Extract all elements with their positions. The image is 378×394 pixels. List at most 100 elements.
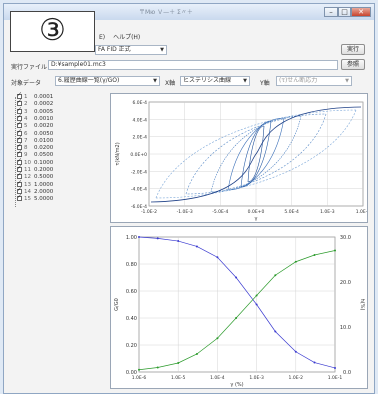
series-checkbox[interactable] bbox=[17, 193, 22, 202]
series-value: 0.2000 bbox=[34, 167, 54, 173]
y-tick-label: -2.0E-4 bbox=[131, 169, 147, 175]
x-tick-label: 1.0E-2 bbox=[289, 375, 304, 381]
series-number: 15 bbox=[24, 196, 31, 203]
y-tick-label: 2.0E-4 bbox=[133, 135, 148, 141]
series-number: 5 bbox=[24, 123, 28, 130]
data-point bbox=[195, 353, 198, 355]
hysteresis-loop bbox=[185, 113, 327, 195]
series-list-item[interactable]: 120.5000 bbox=[17, 171, 54, 181]
series-number: 14 bbox=[24, 188, 31, 195]
y-tick-label: 1.00 bbox=[126, 235, 137, 241]
browse-button[interactable]: 参照 bbox=[341, 59, 365, 70]
data-point bbox=[313, 361, 316, 364]
file-path-input[interactable]: D:¥sample01.mc3 bbox=[48, 60, 338, 70]
series-value: 5.0000 bbox=[34, 196, 54, 203]
hysteresis-loop bbox=[210, 115, 302, 193]
series-list-item[interactable]: 6 0.0050 bbox=[17, 128, 53, 138]
x-tick-label: -5.0E-4 bbox=[212, 209, 228, 215]
maximize-button[interactable]: □ bbox=[338, 7, 351, 17]
hysteresis-loop bbox=[210, 115, 302, 193]
method-value: FA FID 正式 bbox=[98, 46, 131, 53]
run-button[interactable]: 実行 bbox=[341, 44, 365, 55]
y-axis-label: Y軸 bbox=[260, 80, 270, 87]
series-number: 9 bbox=[24, 152, 28, 159]
series-number: 10 bbox=[24, 159, 31, 166]
menu-bar: E) ヘルプ(H) bbox=[99, 32, 140, 41]
minimize-button[interactable]: – bbox=[324, 7, 338, 17]
series-list-item[interactable]: 9 0.0500 bbox=[17, 149, 53, 159]
series-list-item[interactable]: 155.0000 bbox=[17, 193, 54, 203]
series-tree: 1 0.0001 2 0.0002 3 0.0005 4 0.0010 5 0.0020 6 0.00… bbox=[12, 91, 107, 389]
data-point bbox=[156, 366, 159, 369]
x-tick-label: 1.0E-6 bbox=[132, 375, 147, 381]
target-data-label: 対象データ bbox=[11, 80, 42, 87]
series-number: 1 bbox=[24, 94, 28, 100]
y-tick-label: 0.00 bbox=[126, 370, 137, 376]
y-tick-label: 4.0E-4 bbox=[133, 117, 148, 123]
menu-item-help[interactable]: ヘルプ(H) bbox=[113, 34, 141, 41]
data-point bbox=[313, 254, 316, 256]
series-value: 1.0000 bbox=[34, 181, 54, 188]
series-list-item[interactable]: 5 0.0020 bbox=[17, 120, 53, 130]
series-list-item[interactable]: 3 0.0005 bbox=[17, 106, 54, 116]
hysteresis-loop bbox=[227, 117, 285, 191]
series-number: 4 bbox=[24, 115, 28, 122]
target-data-value: 6.履歴曲線一覧(γ/GO) bbox=[58, 77, 120, 84]
close-button[interactable]: ✕ bbox=[351, 7, 371, 17]
series-list-item[interactable]: 1 0.0001 bbox=[17, 91, 53, 101]
series-value: 0.0200 bbox=[34, 145, 54, 152]
series-list-item[interactable]: 100.1000 bbox=[17, 157, 54, 167]
degradation-chart: 1.000.800.600.400.200.0030.020.010.00.01… bbox=[114, 235, 365, 388]
series-list-item[interactable]: 4 0.0010 bbox=[17, 113, 54, 123]
menu-item-prefix[interactable]: E) bbox=[99, 34, 106, 41]
series-value: 0.0002 bbox=[34, 101, 54, 108]
y-tick-label: 0.40 bbox=[126, 316, 137, 322]
chevron-down-icon: ▼ bbox=[345, 78, 349, 84]
series-value: 0.0005 bbox=[34, 108, 54, 115]
series-list-item[interactable]: 7 0.0100 bbox=[17, 135, 53, 145]
chevron-down-icon: ▼ bbox=[243, 78, 247, 84]
y-tick-label: -6.0E-4 bbox=[131, 204, 147, 210]
y-tick-label: 0.60 bbox=[126, 289, 137, 295]
x-axis-title: γ (%) bbox=[230, 382, 243, 388]
series-value: 0.1000 bbox=[34, 159, 54, 166]
data-point bbox=[294, 350, 297, 353]
series-list-item[interactable]: 131.0000 bbox=[17, 179, 54, 189]
series-number: 2 bbox=[24, 101, 28, 108]
data-point bbox=[177, 362, 180, 364]
y2-tick-label: 20.0 bbox=[340, 280, 351, 286]
hysteresis-loop bbox=[185, 113, 327, 195]
series-value: 2.0000 bbox=[34, 188, 54, 195]
data-point bbox=[177, 240, 180, 243]
hysteresis-loop bbox=[155, 109, 357, 199]
y-tick-label: 6.0E-4 bbox=[133, 100, 148, 106]
series-list-item[interactable]: 142.0000 bbox=[17, 186, 54, 196]
y-axis-select[interactable]: (τ)せん断応力 ▼ bbox=[276, 76, 352, 86]
x-axis-select[interactable]: ヒステリシス曲線 ▼ bbox=[180, 76, 250, 86]
x-tick-label: 0.0E+0 bbox=[248, 209, 265, 215]
step-badge: ③ bbox=[10, 11, 95, 52]
series-value: 0.5000 bbox=[34, 174, 54, 181]
y-tick-label: 0.20 bbox=[126, 343, 137, 349]
x-tick-label: 1.0E-5 bbox=[171, 375, 186, 381]
x-axis-label: X軸 bbox=[165, 80, 176, 87]
x-tick-label: 1.0E-3 bbox=[249, 375, 264, 381]
data-point bbox=[156, 237, 159, 240]
y2-axis-title: h(%) bbox=[359, 299, 365, 311]
method-select[interactable]: FA FID 正式 ▼ bbox=[95, 45, 167, 55]
y-tick-label: 0.80 bbox=[126, 262, 137, 268]
title-bar[interactable]: 〒Мю Ｖ—＋ Σ〃＋ – □ ✕ bbox=[4, 4, 374, 20]
series-list-item[interactable]: 110.2000 bbox=[17, 164, 54, 174]
plot-area bbox=[138, 236, 336, 373]
y-axis-title: τ(kN/m2) bbox=[115, 142, 121, 165]
x-tick-label: 5.0E-4 bbox=[284, 209, 299, 215]
series-list-item[interactable]: 8 0.0200 bbox=[17, 142, 54, 152]
data-point bbox=[294, 260, 297, 263]
y-axis-title: G/G0 bbox=[114, 298, 120, 311]
y2-tick-label: 30.0 bbox=[340, 235, 351, 241]
target-data-select[interactable]: 6.履歴曲線一覧(γ/GO) ▼ bbox=[55, 76, 160, 86]
backbone-curve bbox=[150, 106, 362, 203]
series-value: 0.0010 bbox=[34, 115, 54, 122]
data-point bbox=[216, 256, 219, 259]
series-list-item[interactable]: 2 0.0002 bbox=[17, 98, 54, 108]
